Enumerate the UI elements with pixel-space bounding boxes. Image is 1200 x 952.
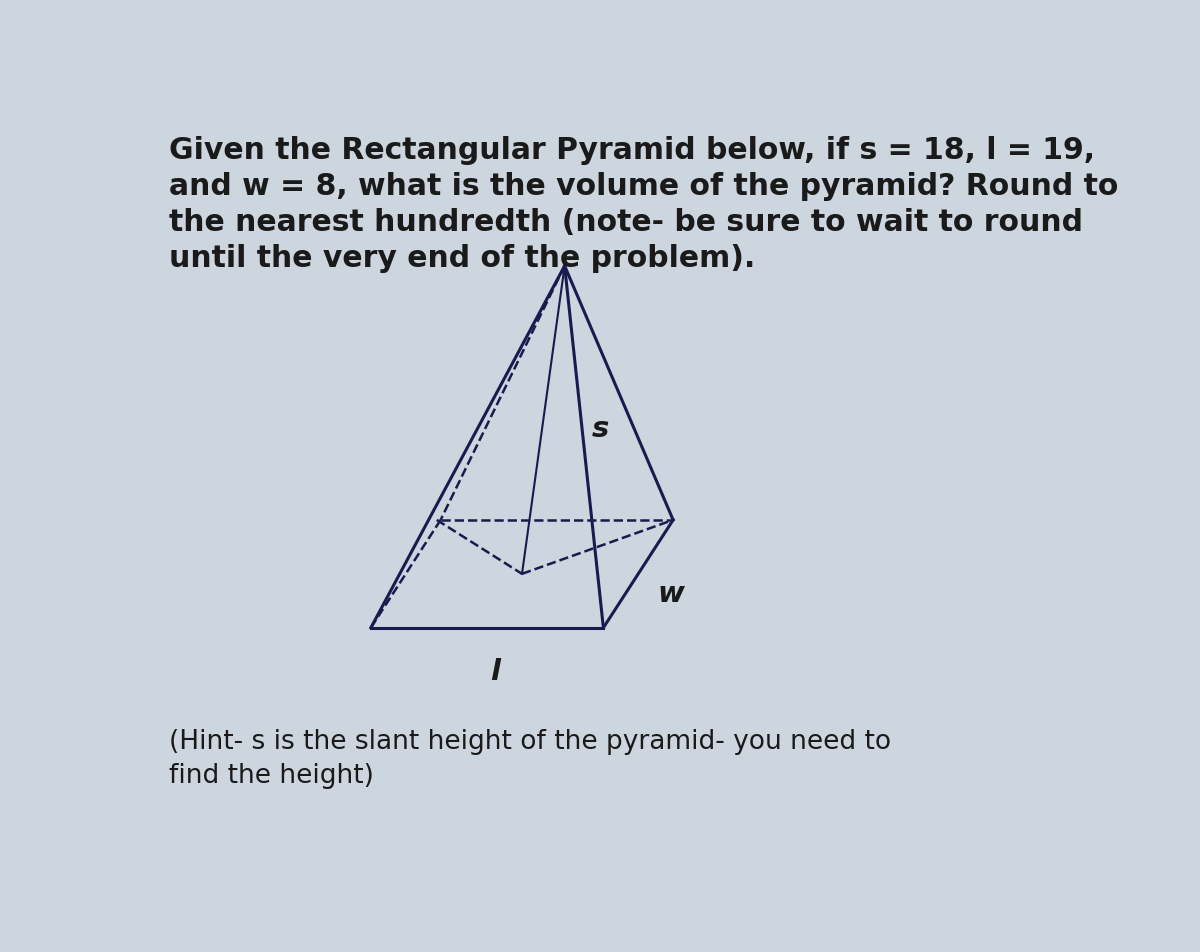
Text: l: l: [490, 657, 500, 685]
Text: Given the Rectangular Pyramid below, if s = 18, l = 19,
and w = 8, what is the v: Given the Rectangular Pyramid below, if …: [169, 136, 1118, 272]
Text: s: s: [592, 414, 610, 442]
Text: w: w: [658, 580, 684, 607]
Text: (Hint- s is the slant height of the pyramid- you need to
find the height): (Hint- s is the slant height of the pyra…: [169, 728, 892, 788]
